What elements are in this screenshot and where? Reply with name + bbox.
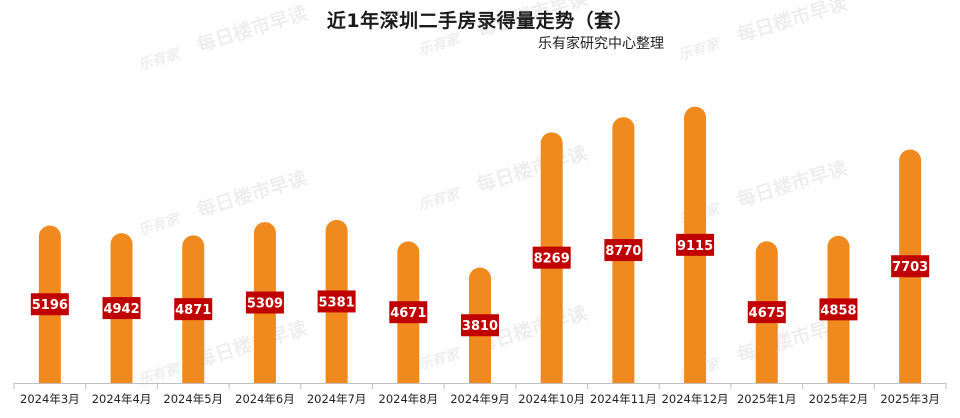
data-label: 4671 (390, 306, 426, 321)
x-tick-label: 2024年4月 (92, 392, 152, 406)
x-tick-label: 2024年5月 (163, 392, 223, 406)
watermark-text: 每日楼市早读 (474, 141, 590, 196)
x-tick-label: 2024年11月 (590, 392, 657, 406)
watermark-text: 每日楼市早读 (194, 1, 310, 56)
watermark-text: 每日楼市早读 (194, 166, 310, 221)
data-label-bg (30, 293, 69, 316)
watermark-text: 每日楼市早读 (474, 0, 590, 42)
data-label-bg (174, 298, 213, 321)
x-tick-label: 2024年6月 (235, 392, 295, 406)
watermark-logo: 乐有家 (136, 360, 183, 389)
chart-subtitle: 乐有家研究中心整理 (538, 36, 664, 52)
data-label: 8269 (534, 252, 570, 267)
watermark-text: 每日楼市早读 (194, 316, 310, 371)
x-tick-label: 2024年9月 (450, 392, 510, 406)
data-label: 4858 (820, 303, 856, 318)
data-label-bg (676, 233, 715, 256)
watermark-logo: 乐有家 (416, 185, 463, 214)
data-label-bg (891, 255, 930, 278)
watermark-logo: 乐有家 (136, 45, 183, 74)
watermark-text: 每日楼市早读 (734, 0, 850, 47)
x-tick-label: 2024年3月 (20, 392, 80, 406)
x-tick-label: 2024年8月 (379, 392, 439, 406)
data-label: 5196 (32, 298, 68, 313)
x-tick-label: 2025年3月 (880, 392, 940, 406)
watermark-logo: 乐有家 (676, 35, 723, 64)
data-label: 4675 (749, 306, 785, 321)
watermark-logo: 乐有家 (416, 30, 463, 59)
data-label: 4871 (175, 303, 211, 318)
x-tick-label: 2025年2月 (809, 392, 869, 406)
x-tick-label: 2025年1月 (737, 392, 797, 406)
data-label-bg (819, 298, 858, 321)
x-tick-label: 2024年10月 (518, 392, 585, 406)
data-label-bg (604, 239, 643, 262)
data-label: 3810 (462, 319, 498, 334)
x-tick-label: 2024年12月 (662, 392, 729, 406)
data-label-bg (102, 297, 141, 320)
watermark-logo: 乐有家 (416, 345, 463, 374)
data-label-bg (317, 290, 356, 313)
data-label: 5309 (247, 297, 283, 312)
data-label-bg (389, 301, 428, 324)
data-label: 5381 (319, 295, 355, 310)
data-label-bg (461, 314, 499, 337)
chart-title: 近1年深圳二手房录得量走势（套） (326, 10, 634, 32)
watermark-text: 每日楼市早读 (734, 156, 850, 211)
x-tick-label: 2024年7月 (307, 392, 367, 406)
data-label: 9115 (677, 239, 713, 254)
data-label: 7703 (892, 260, 928, 275)
data-label-bg (245, 291, 284, 314)
data-label-bg (532, 246, 571, 269)
data-label: 4942 (103, 302, 139, 317)
data-label: 8770 (605, 244, 641, 259)
data-label-bg (747, 301, 786, 324)
watermark-logo: 乐有家 (136, 210, 183, 239)
